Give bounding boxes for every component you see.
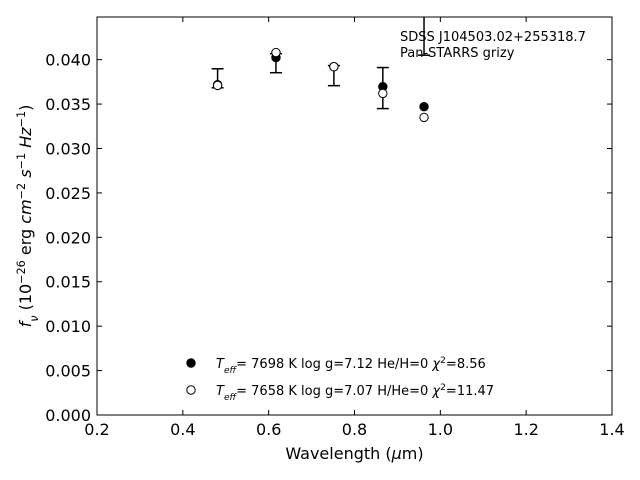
marker <box>271 47 281 58</box>
text-part: cm <box>16 199 35 223</box>
text-part: ν <box>28 316 41 322</box>
text-part: ) <box>16 105 35 111</box>
y-tick-label: 0.015 <box>45 273 91 292</box>
text-part: =11.47 <box>446 384 494 399</box>
y-tick-label: 0.025 <box>45 184 91 203</box>
text-part: eff <box>224 393 238 403</box>
x-tick-label: 0.4 <box>170 420 195 439</box>
text-part: eff <box>224 366 238 376</box>
y-axis-label: fν (10−26 erg cm−2 s−1 Hz−1) <box>15 105 41 328</box>
marker <box>378 88 388 99</box>
annotation: SDSS J104503.02+255318.7 <box>400 30 586 45</box>
text-part: χ <box>431 357 441 372</box>
marker <box>212 80 223 91</box>
y-tick-label: 0.005 <box>45 362 91 381</box>
text-part: −1 <box>15 111 28 128</box>
marker <box>329 62 339 72</box>
x-tick-label: 1.2 <box>513 420 538 439</box>
text-part: = 7698 K log g=7.12 He/H=0 <box>236 357 432 372</box>
text-part: T <box>216 357 225 372</box>
legend-label: Teff= 7698 K log g=7.12 He/H=0 χ2=8.56 <box>216 356 486 376</box>
x-axis-label: Wavelength (μm) <box>285 444 423 463</box>
annotation: Pan-STARRS grizy <box>400 46 515 61</box>
legend-marker <box>186 358 196 368</box>
x-tick-label: 0.2 <box>84 420 109 439</box>
text-part: −2 <box>15 183 28 200</box>
y-tick-label: 0.010 <box>45 317 91 336</box>
y-tick-label: 0.030 <box>45 139 91 158</box>
text-part: T <box>216 384 225 399</box>
x-tick-label: 0.6 <box>256 420 281 439</box>
text-part: χ <box>431 384 441 399</box>
y-tick-label: 0.000 <box>45 406 91 425</box>
text-part: f <box>16 319 35 327</box>
x-tick-label: 1.4 <box>599 420 624 439</box>
text-part: (10 <box>16 284 35 316</box>
text-part: −1 <box>15 153 28 170</box>
text-part: Wavelength ( <box>285 444 391 463</box>
text-part: Hz <box>16 127 35 148</box>
text-part: = 7658 K log g=7.07 H/He=0 <box>236 384 432 399</box>
plot-area <box>211 17 431 123</box>
marker <box>419 112 429 123</box>
y-tick-label: 0.040 <box>45 51 91 70</box>
legend-marker <box>186 385 196 395</box>
text-part: s <box>16 169 35 177</box>
text-part: μ <box>391 444 402 463</box>
text-part: 2 <box>440 356 446 366</box>
legend-label: Teff= 7658 K log g=7.07 H/He=0 χ2=11.47 <box>216 383 494 403</box>
text-part: −26 <box>15 260 28 284</box>
marker <box>419 102 429 112</box>
y-tick-label: 0.035 <box>45 95 91 114</box>
x-tick-label: 1.0 <box>428 420 453 439</box>
y-tick-label: 0.020 <box>45 228 91 247</box>
x-tick-label: 0.8 <box>342 420 367 439</box>
text-part: erg <box>16 224 35 260</box>
text-part: 2 <box>440 383 446 393</box>
text-part: m) <box>402 444 424 463</box>
text-part: =8.56 <box>446 357 486 372</box>
